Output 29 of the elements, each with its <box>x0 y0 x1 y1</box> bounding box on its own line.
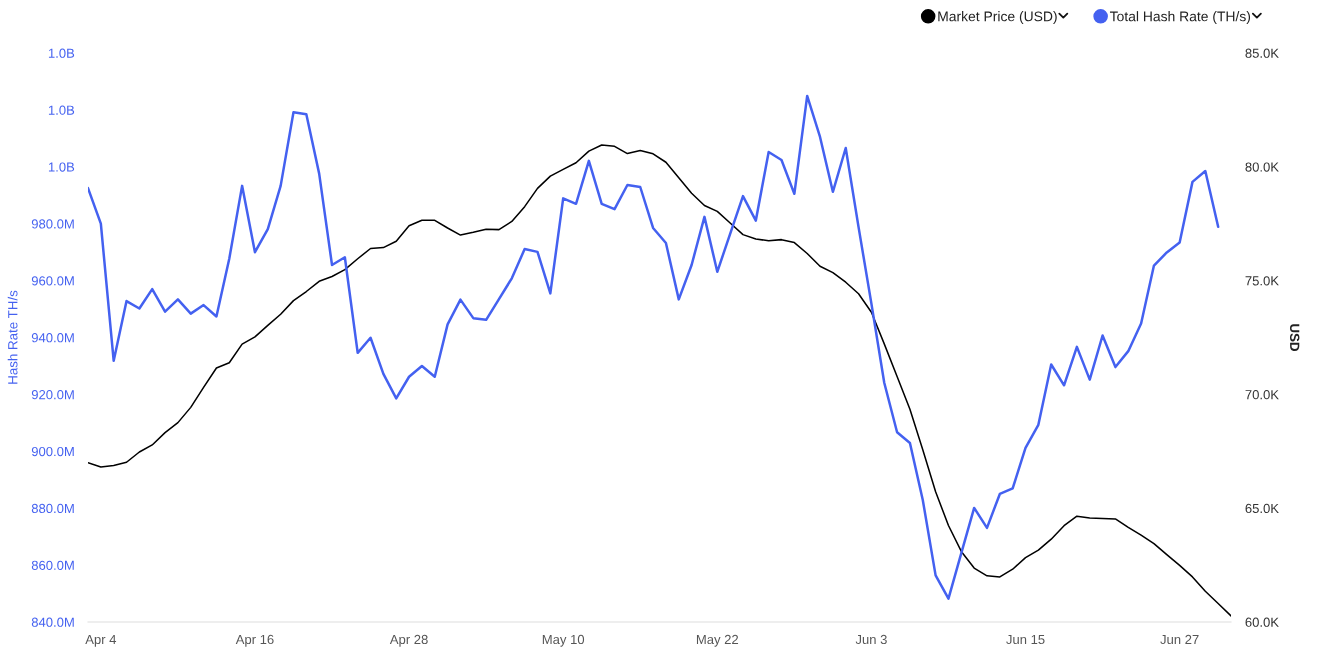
x-tick-label: Apr 28 <box>389 634 428 647</box>
y2-tick-label: 65.0K <box>1245 503 1279 514</box>
x-tick-label: May 22 <box>696 634 739 647</box>
y2-tick-label: 75.0K <box>1245 276 1279 286</box>
x-tick-label: Jun 15 <box>1006 634 1045 645</box>
x-tick-label: Apr 16 <box>235 634 274 647</box>
y2-tick-label: 60.0K <box>1245 617 1279 627</box>
x-tick-label: Jun 27 <box>1160 634 1199 645</box>
y-tick-label: 920.0M <box>31 390 74 400</box>
legend-label: Total Hash Rate (TH/s) <box>1109 11 1251 25</box>
legend-label: Market Price (USD) <box>938 11 1057 25</box>
y-tick-label: 960.0M <box>31 276 74 286</box>
y-tick-label: 1.0B <box>48 48 75 58</box>
x-tick-label: Jun 3 <box>855 634 887 645</box>
x-tick-label: Apr 4 <box>85 634 117 647</box>
y-tick-label: 1.0B <box>48 105 75 115</box>
y-tick-label: 860.0M <box>31 560 74 570</box>
y2-axis-title: USD <box>1289 324 1300 352</box>
y-tick-label: 900.0M <box>31 446 74 457</box>
y2-tick-label: 70.0K <box>1245 390 1279 400</box>
y-axis-title: Hash Rate TH/s <box>7 290 18 384</box>
y-tick-label: 840.0M <box>31 617 74 627</box>
y-tick-label: 980.0M <box>31 219 74 229</box>
y-tick-label: 880.0M <box>31 503 74 514</box>
y2-tick-label: 85.0K <box>1245 48 1279 58</box>
x-tick-label: May 10 <box>542 634 585 647</box>
y2-tick-label: 80.0K <box>1245 162 1279 172</box>
y-tick-label: 940.0M <box>31 333 74 343</box>
y-tick-label: 1.0B <box>48 162 75 172</box>
